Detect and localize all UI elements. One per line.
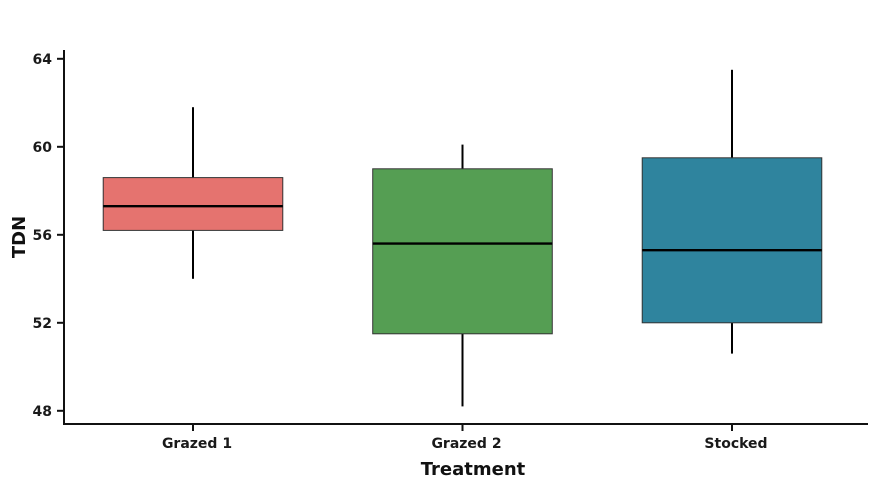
box-group-grazed-2 <box>372 144 553 407</box>
y-axis-ticks: 48 52 56 60 64 <box>33 52 64 420</box>
x-axis-title: Treatment <box>421 459 526 480</box>
plot-area <box>102 69 823 407</box>
box-group-stocked <box>641 69 823 354</box>
y-tick-label-64: 64 <box>33 52 53 68</box>
x-tick-label-grazed-1: Grazed 1 <box>162 436 232 452</box>
box-stocked <box>641 157 823 324</box>
box-grazed-1 <box>102 177 284 231</box>
y-tick-label-48: 48 <box>33 404 52 420</box>
y-tick-label-60: 60 <box>33 140 53 156</box>
box-grazed-2 <box>372 168 553 335</box>
y-tick-label-52: 52 <box>33 316 52 332</box>
x-tick-label-stocked: Stocked <box>704 436 767 452</box>
y-axis-title: TDN <box>9 216 30 258</box>
x-axis-ticks: Grazed 1 Grazed 2 Stocked <box>162 424 768 452</box>
box-group-grazed-1 <box>102 107 284 279</box>
y-tick-label-56: 56 <box>33 228 52 244</box>
x-tick-label-grazed-2: Grazed 2 <box>431 436 501 452</box>
